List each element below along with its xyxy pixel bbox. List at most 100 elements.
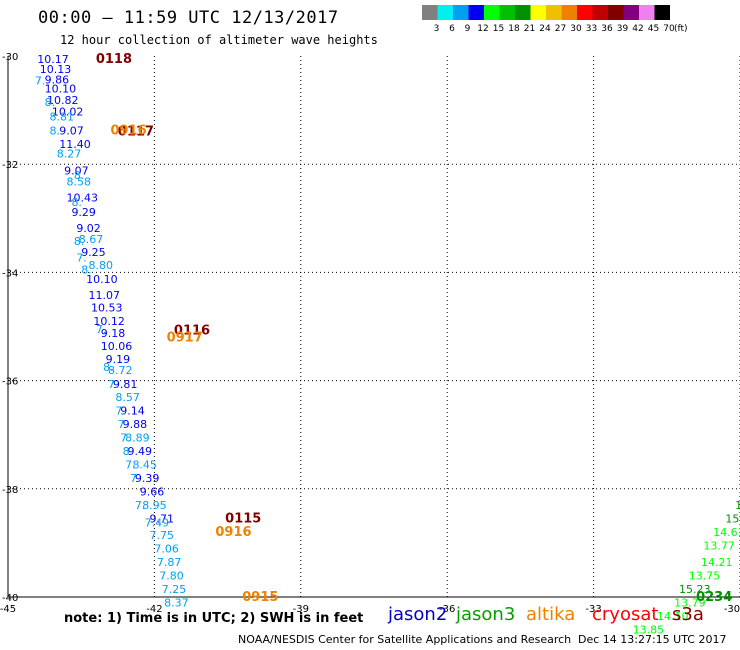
scale-label: 18 [508,24,520,34]
wave-height-label: 8.57 [115,391,140,404]
wave-height-label: 8. [49,125,60,138]
scale-swatch [546,5,562,20]
x-tick-label: -30 [724,604,740,615]
wave-height-label: 8.67 [79,233,104,246]
x-tick-label: -42 [146,604,162,615]
wave-height-label: 7.25 [162,583,187,596]
wave-height-label: 7. [135,499,146,512]
wave-height-label: 9.29 [71,206,96,219]
wave-height-label: 13.79 [674,596,706,609]
wave-height-label: 13.75 [689,569,721,582]
wave-height-label: 13.77 [703,540,735,553]
wave-height-label: 7.80 [159,569,184,582]
wave-height-label: 8.80 [89,259,114,272]
satellite-jason3: jason3 [456,604,516,625]
y-tick-label: -40 [2,593,18,604]
wave-height-label: 10.10 [45,82,77,95]
wave-height-label: 9.18 [101,327,126,340]
pass-time-label: 0916 [215,525,251,540]
scale-swatch [592,5,608,20]
wave-height-label: 10.53 [91,302,123,315]
wave-height-label: 11.07 [89,289,121,302]
wave-height-label: 8.72 [108,364,133,377]
scale-unit: (ft) [674,24,688,34]
scale-label: 21 [524,24,535,34]
wave-height-label: 9.81 [113,378,138,391]
wave-height-label: 9.86 [45,73,70,86]
wave-height-label: 10.10 [86,273,118,286]
pass-time-label: 0917 [167,330,203,345]
wave-height-label: 8. [45,96,56,109]
wave-height-label: 14.21 [701,556,733,569]
x-tick-label: -33 [585,604,601,615]
wave-height-label: 7. [130,472,141,485]
x-tick-label: -39 [293,604,309,615]
wave-height-labels: 10.1710.139.867.10.1010.828.10.028.819.0… [35,52,740,636]
x-tick-label: -45 [0,604,16,615]
wave-height-label: 10.17 [37,53,69,66]
wave-height-label: 9.88 [123,418,147,431]
wave-height-label: 9.07 [59,125,84,138]
wave-height-label: 7. [115,404,126,417]
scale-label: 24 [539,24,551,34]
wave-height-label: 9.71 [150,513,175,526]
scale-swatch [453,5,469,20]
wave-height-label: 15.23 [679,583,711,596]
scale-label: 12 [477,24,488,34]
wave-height-label: 7. [118,418,129,431]
pass-time-label: 0118 [96,52,132,67]
scale-label: 27 [555,24,566,34]
wave-height-label: 9.07 [64,165,89,178]
wave-height-label: 7. [76,251,87,264]
scale-swatch [654,5,670,20]
note-text: note: 1) Time is in UTC; 2) SWH is in fe… [64,611,364,626]
scale-label: 6 [449,24,455,34]
y-tick-label: -36 [2,377,18,388]
scale-label: 33 [586,24,597,34]
satellite-s3a: s3a [672,604,704,625]
wave-height-label: 8.45 [132,458,157,471]
wave-height-label: 8. [123,445,133,458]
wave-height-label: 11.40 [59,138,91,151]
y-tick-label: -32 [2,160,18,171]
scale-label: 39 [617,24,629,34]
wave-height-label: 8.27 [57,147,82,160]
wave-height-label: 8.81 [49,111,73,124]
scale-label: 42 [632,24,643,34]
wave-height-label: 9.39 [135,472,160,485]
axis-ticks: -45 -42 -39 -36 -33 -30 -30 -32 -34 -36 -38 -40 [0,52,740,615]
scale-label: 15 [493,24,504,34]
scale-swatch [639,5,655,20]
scale-swatch [577,5,593,20]
wave-height-label: 7.49 [145,516,170,529]
wave-height-label: 8.89 [125,431,149,444]
pass-time-label: 0117 [118,125,154,140]
wave-height-label: 8. [71,196,82,209]
wave-height-label: 10.12 [93,315,125,328]
wave-height-label: 9.66 [140,486,165,499]
scale-swatch [608,5,624,20]
pass-time-label: 0234 [696,590,732,605]
wave-height-label: 14.10 [657,610,689,623]
x-tick-label: -36 [439,604,455,615]
pass-time-label: 0116 [174,323,210,338]
pass-time-label: 0915 [242,590,278,605]
timestamp-text: Dec 14 13:27:15 UTC 2017 [578,633,727,646]
wave-height-label: 8. [81,264,92,277]
wave-height-label: 9.49 [128,445,153,458]
wave-height-label: 8. [74,169,85,182]
wave-height-label: 7. [120,431,130,444]
scale-label: 45 [648,24,659,34]
wave-height-label: 9.19 [106,353,131,366]
scale-swatch [515,5,531,20]
y-tick-label: -34 [2,268,18,279]
scale-label: 30 [570,24,582,34]
scale-swatch [437,5,453,20]
scale-swatch [422,5,438,20]
wave-height-label: 8.37 [164,596,189,609]
y-tick-label: -30 [2,52,18,63]
wave-height-label: 7.06 [154,542,179,555]
satellite-jason2: jason2 [388,604,448,625]
wave-height-label: 10.13 [40,63,72,76]
